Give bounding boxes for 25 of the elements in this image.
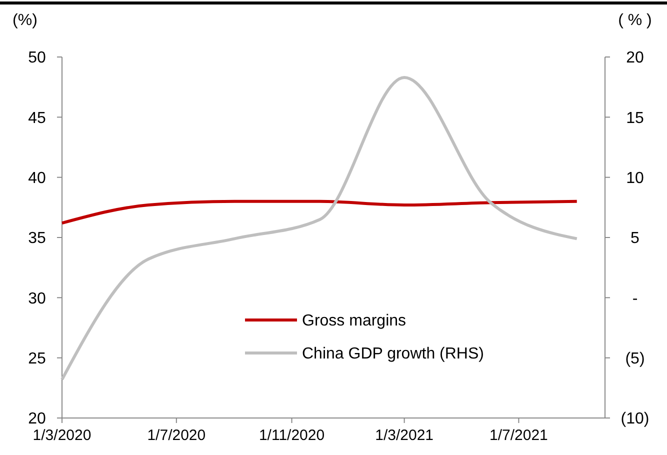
x-tick-label: 1/11/2020 bbox=[258, 427, 325, 444]
y2-tick-label: 10 bbox=[626, 170, 644, 187]
legend-label: Gross margins bbox=[302, 312, 406, 330]
y2-tick-label: 5 bbox=[630, 230, 640, 248]
y2-tick-label: 15 bbox=[626, 110, 644, 127]
x-tick-label: 1/3/2021 bbox=[375, 427, 434, 444]
line-series bbox=[60, 76, 578, 381]
y2-tick-label: 20 bbox=[626, 50, 644, 67]
legend-label: China GDP growth (RHS) bbox=[302, 346, 484, 363]
y-axis-title: (%) bbox=[12, 12, 38, 29]
y-tick-label: 20 bbox=[28, 410, 46, 428]
y2-tick-label: - bbox=[632, 290, 638, 308]
x-tick-label: 1/7/2021 bbox=[490, 427, 548, 444]
line-series bbox=[60, 200, 578, 225]
y2-axis-title: ( % ) bbox=[618, 12, 652, 29]
y-tick-label: 45 bbox=[28, 110, 46, 127]
y-tick-label: 40 bbox=[28, 170, 46, 187]
y-tick-label: 50 bbox=[28, 50, 46, 67]
x-tick-label: 1/7/2020 bbox=[147, 427, 206, 444]
y-tick-label: 30 bbox=[28, 290, 46, 308]
y-tick-label: 35 bbox=[28, 230, 46, 248]
y2-tick-label: (10) bbox=[620, 410, 650, 428]
x-tick-label: 1/3/2020 bbox=[32, 427, 92, 444]
y2-tick-label: (5) bbox=[625, 350, 645, 368]
y-tick-label: 25 bbox=[28, 350, 46, 368]
